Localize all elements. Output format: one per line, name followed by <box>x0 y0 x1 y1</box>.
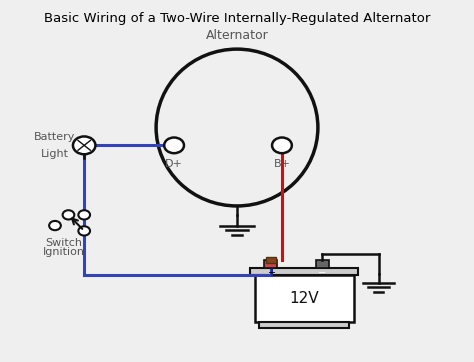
Circle shape <box>78 226 90 236</box>
Circle shape <box>73 136 95 154</box>
Text: D+: D+ <box>165 159 183 169</box>
Bar <box>259 322 349 328</box>
Circle shape <box>164 138 184 153</box>
Text: Basic Wiring of a Two-Wire Internally-Regulated Alternator: Basic Wiring of a Two-Wire Internally-Re… <box>44 12 430 25</box>
Bar <box>316 260 329 268</box>
Bar <box>264 260 277 268</box>
Text: −: − <box>319 268 327 278</box>
Text: 12V: 12V <box>290 291 319 306</box>
Text: +: + <box>267 268 275 278</box>
Bar <box>250 268 358 275</box>
Text: Light: Light <box>41 149 69 159</box>
Bar <box>255 275 354 322</box>
Circle shape <box>78 210 90 219</box>
Text: Alternator: Alternator <box>206 29 268 42</box>
Circle shape <box>49 221 61 230</box>
Text: Battery: Battery <box>34 132 76 142</box>
Circle shape <box>272 138 292 153</box>
Text: Switch: Switch <box>46 238 82 248</box>
Text: B+: B+ <box>273 159 291 169</box>
Circle shape <box>63 210 74 219</box>
Text: Ignition: Ignition <box>43 247 85 257</box>
Bar <box>266 257 276 263</box>
